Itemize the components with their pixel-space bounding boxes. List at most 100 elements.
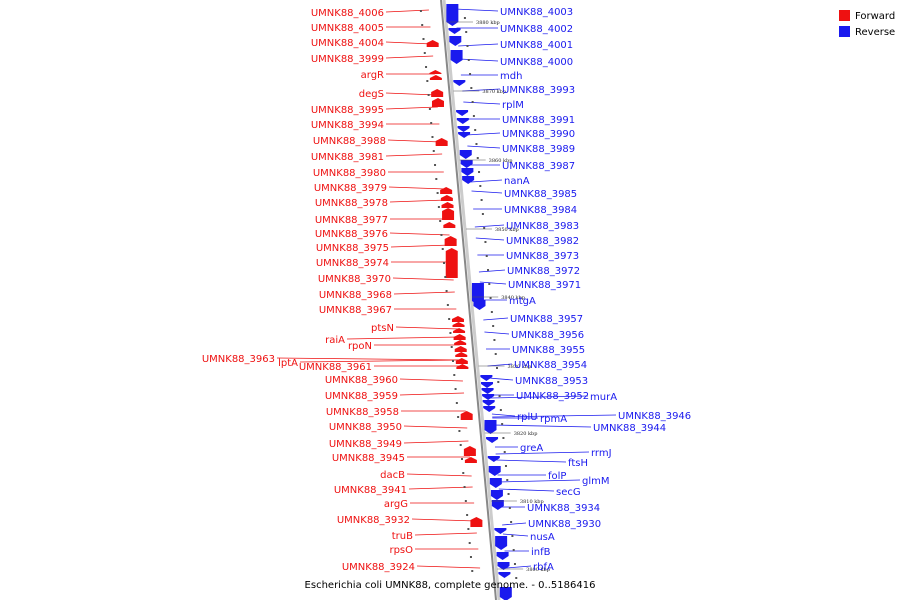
reverse-leader — [484, 331, 510, 335]
reverse-track-dot — [479, 185, 482, 187]
gene-features — [419, 4, 518, 600]
reverse-leader — [454, 8, 499, 12]
reverse-leader — [491, 413, 516, 417]
reverse-track-dot — [484, 241, 487, 243]
forward-gene-label: UMNK88_3988 — [313, 136, 386, 147]
forward-gene-label: UMNK88_3959 — [325, 391, 398, 402]
reverse-gene-arrow — [499, 587, 512, 600]
scale-ticks: 3880 kbp 3870 kbp 3860 kbp 3850 kbp 3840 kbp… — [447, 20, 550, 573]
reverse-track-dot — [507, 493, 510, 495]
forward-gene-arrow — [441, 202, 454, 208]
forward-gene-arrow — [435, 138, 448, 146]
forward-gene-arrow — [443, 222, 456, 228]
reverse-gene-arrow — [482, 394, 495, 400]
reverse-gene-arrow — [471, 283, 484, 305]
forward-gene-arrow — [454, 340, 467, 345]
forward-gene-arrow — [444, 236, 457, 246]
scale-tick-label: 3850 kbp — [495, 227, 519, 233]
reverse-track-dot — [474, 129, 477, 131]
reverse-leader — [458, 43, 499, 47]
reverse-track-dot — [487, 269, 490, 271]
reverse-gene-arrow — [448, 28, 461, 34]
reverse-leader — [506, 565, 532, 569]
reverse-gene-label: UMNK88_3983 — [506, 221, 579, 232]
reverse-gene-label: UMNK88_3934 — [527, 503, 600, 514]
forward-track-dot — [426, 80, 429, 82]
forward-gene-label: UMNK88_3961 — [299, 362, 372, 373]
forward-track-dot — [431, 136, 434, 138]
legend-forward-swatch — [839, 10, 850, 21]
forward-leader — [389, 232, 450, 236]
reverse-gene-arrow — [460, 160, 473, 168]
reverse-track-dot — [513, 563, 516, 565]
forward-gene-label: UMNK88_3967 — [319, 305, 392, 316]
forward-gene-label: UMNK88_4005 — [311, 23, 384, 34]
legend-forward-label: Forward — [855, 11, 895, 22]
label-leader-lines — [276, 8, 617, 569]
reverse-leader — [483, 317, 509, 321]
reverse-gene-arrow — [496, 552, 509, 560]
forward-track-dot — [427, 94, 430, 96]
forward-gene-label: UMNK88_3960 — [325, 375, 398, 386]
reverse-gene-label: UMNK88_4002 — [500, 24, 573, 35]
forward-track-dot — [439, 220, 442, 222]
reverse-gene-label: UMNK88_3982 — [506, 236, 579, 247]
reverse-track-dot — [481, 213, 484, 215]
forward-leader — [387, 139, 442, 143]
forward-gene-arrow — [455, 358, 468, 364]
forward-leader — [385, 41, 433, 45]
forward-track-dot — [440, 234, 443, 236]
forward-leader — [399, 378, 463, 382]
reverse-gene-arrow — [459, 150, 472, 159]
reverse-gene-label: UMNK88_4000 — [500, 57, 573, 68]
forward-gene-label: UMNK88_3974 — [316, 258, 389, 269]
reverse-gene-label: rplU — [517, 412, 538, 423]
forward-gene-label: UMNK88_3924 — [342, 562, 415, 573]
reverse-leader — [502, 533, 529, 537]
reverse-gene-label: UMNK88_3993 — [502, 85, 575, 96]
reverse-gene-arrow — [498, 572, 511, 578]
forward-gene-arrow — [456, 364, 469, 369]
forward-track-dot — [422, 38, 425, 40]
reverse-track-dot — [465, 31, 468, 33]
forward-gene-label: argR — [361, 70, 384, 81]
reverse-gene-arrow — [489, 478, 502, 488]
forward-gene-label: UMNK88_3976 — [315, 229, 388, 240]
reverse-gene-arrow — [481, 382, 494, 388]
forward-leader — [411, 518, 476, 522]
reverse-leader — [502, 522, 527, 526]
reverse-track-dot — [502, 437, 505, 439]
reverse-gene-label: UMNK88_3954 — [514, 360, 587, 371]
reverse-leader — [498, 479, 581, 483]
forward-track-dot — [462, 472, 465, 474]
reverse-gene-label: nusA — [530, 532, 555, 543]
reverse-gene-label: rrmJ — [591, 448, 612, 459]
reverse-gene-label: UMNK88_3971 — [508, 280, 581, 291]
map-caption: Escherichia coli UMNK88, complete genome… — [305, 580, 596, 591]
forward-track-dot — [464, 500, 467, 502]
forward-track-dot — [455, 402, 458, 404]
forward-gene-arrow — [463, 446, 476, 456]
reverse-gene-label: UMNK88_3985 — [504, 189, 577, 200]
reverse-gene-arrow — [450, 50, 463, 64]
forward-leader — [408, 486, 473, 490]
reverse-gene-arrow — [453, 80, 466, 86]
forward-track-dot — [437, 206, 440, 208]
reverse-leader — [470, 179, 503, 183]
reverse-gene-label: UMNK88_4001 — [500, 40, 573, 51]
reverse-gene-label: UMNK88_3956 — [511, 330, 584, 341]
forward-gene-label: UMNK88_3941 — [334, 485, 407, 496]
reverse-track-dot — [490, 311, 493, 313]
forward-gene-label: UMNK88_3977 — [315, 215, 388, 226]
legend-reverse-swatch — [839, 26, 850, 37]
reverse-track-dot — [480, 199, 483, 201]
reverse-leader — [487, 363, 513, 367]
forward-gene-arrow — [431, 98, 444, 107]
forward-track-dot — [467, 528, 470, 530]
reverse-track-dot — [503, 451, 506, 453]
forward-gene-label: UMNK88_3963 — [202, 354, 275, 365]
reverse-leader — [492, 424, 592, 428]
backbone-line — [440, 0, 497, 600]
reverse-leader — [474, 224, 505, 228]
